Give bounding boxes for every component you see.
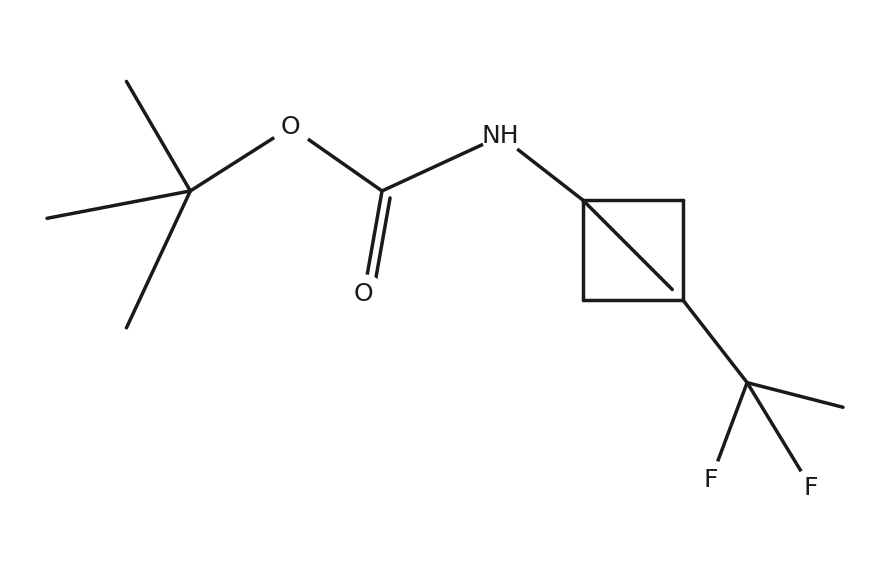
Text: F: F: [703, 468, 718, 492]
Text: NH: NH: [481, 124, 520, 148]
Text: O: O: [354, 282, 374, 306]
Text: O: O: [281, 115, 301, 139]
Text: F: F: [804, 476, 818, 500]
